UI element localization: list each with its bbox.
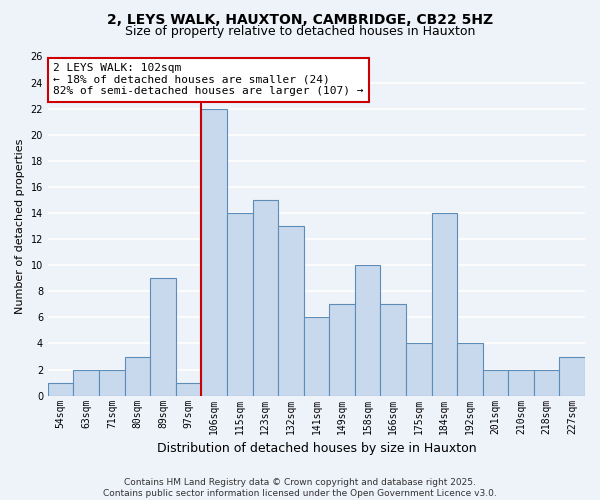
Bar	[227, 213, 253, 396]
Text: Contains HM Land Registry data © Crown copyright and database right 2025.
Contai: Contains HM Land Registry data © Crown c…	[103, 478, 497, 498]
Bar	[150, 278, 176, 396]
Bar	[48, 382, 73, 396]
Bar	[534, 370, 559, 396]
Bar	[304, 318, 329, 396]
Bar	[202, 108, 227, 396]
Bar	[355, 265, 380, 396]
Bar	[176, 382, 202, 396]
Bar	[457, 344, 482, 396]
Bar	[99, 370, 125, 396]
Bar	[406, 344, 431, 396]
Bar	[73, 370, 99, 396]
Y-axis label: Number of detached properties: Number of detached properties	[15, 138, 25, 314]
Bar	[278, 226, 304, 396]
Bar	[253, 200, 278, 396]
Text: 2 LEYS WALK: 102sqm
← 18% of detached houses are smaller (24)
82% of semi-detach: 2 LEYS WALK: 102sqm ← 18% of detached ho…	[53, 64, 364, 96]
Text: Size of property relative to detached houses in Hauxton: Size of property relative to detached ho…	[125, 25, 475, 38]
Bar	[482, 370, 508, 396]
Bar	[380, 304, 406, 396]
X-axis label: Distribution of detached houses by size in Hauxton: Distribution of detached houses by size …	[157, 442, 476, 455]
Bar	[329, 304, 355, 396]
Bar	[508, 370, 534, 396]
Bar	[431, 213, 457, 396]
Bar	[559, 356, 585, 396]
Text: 2, LEYS WALK, HAUXTON, CAMBRIDGE, CB22 5HZ: 2, LEYS WALK, HAUXTON, CAMBRIDGE, CB22 5…	[107, 12, 493, 26]
Bar	[125, 356, 150, 396]
